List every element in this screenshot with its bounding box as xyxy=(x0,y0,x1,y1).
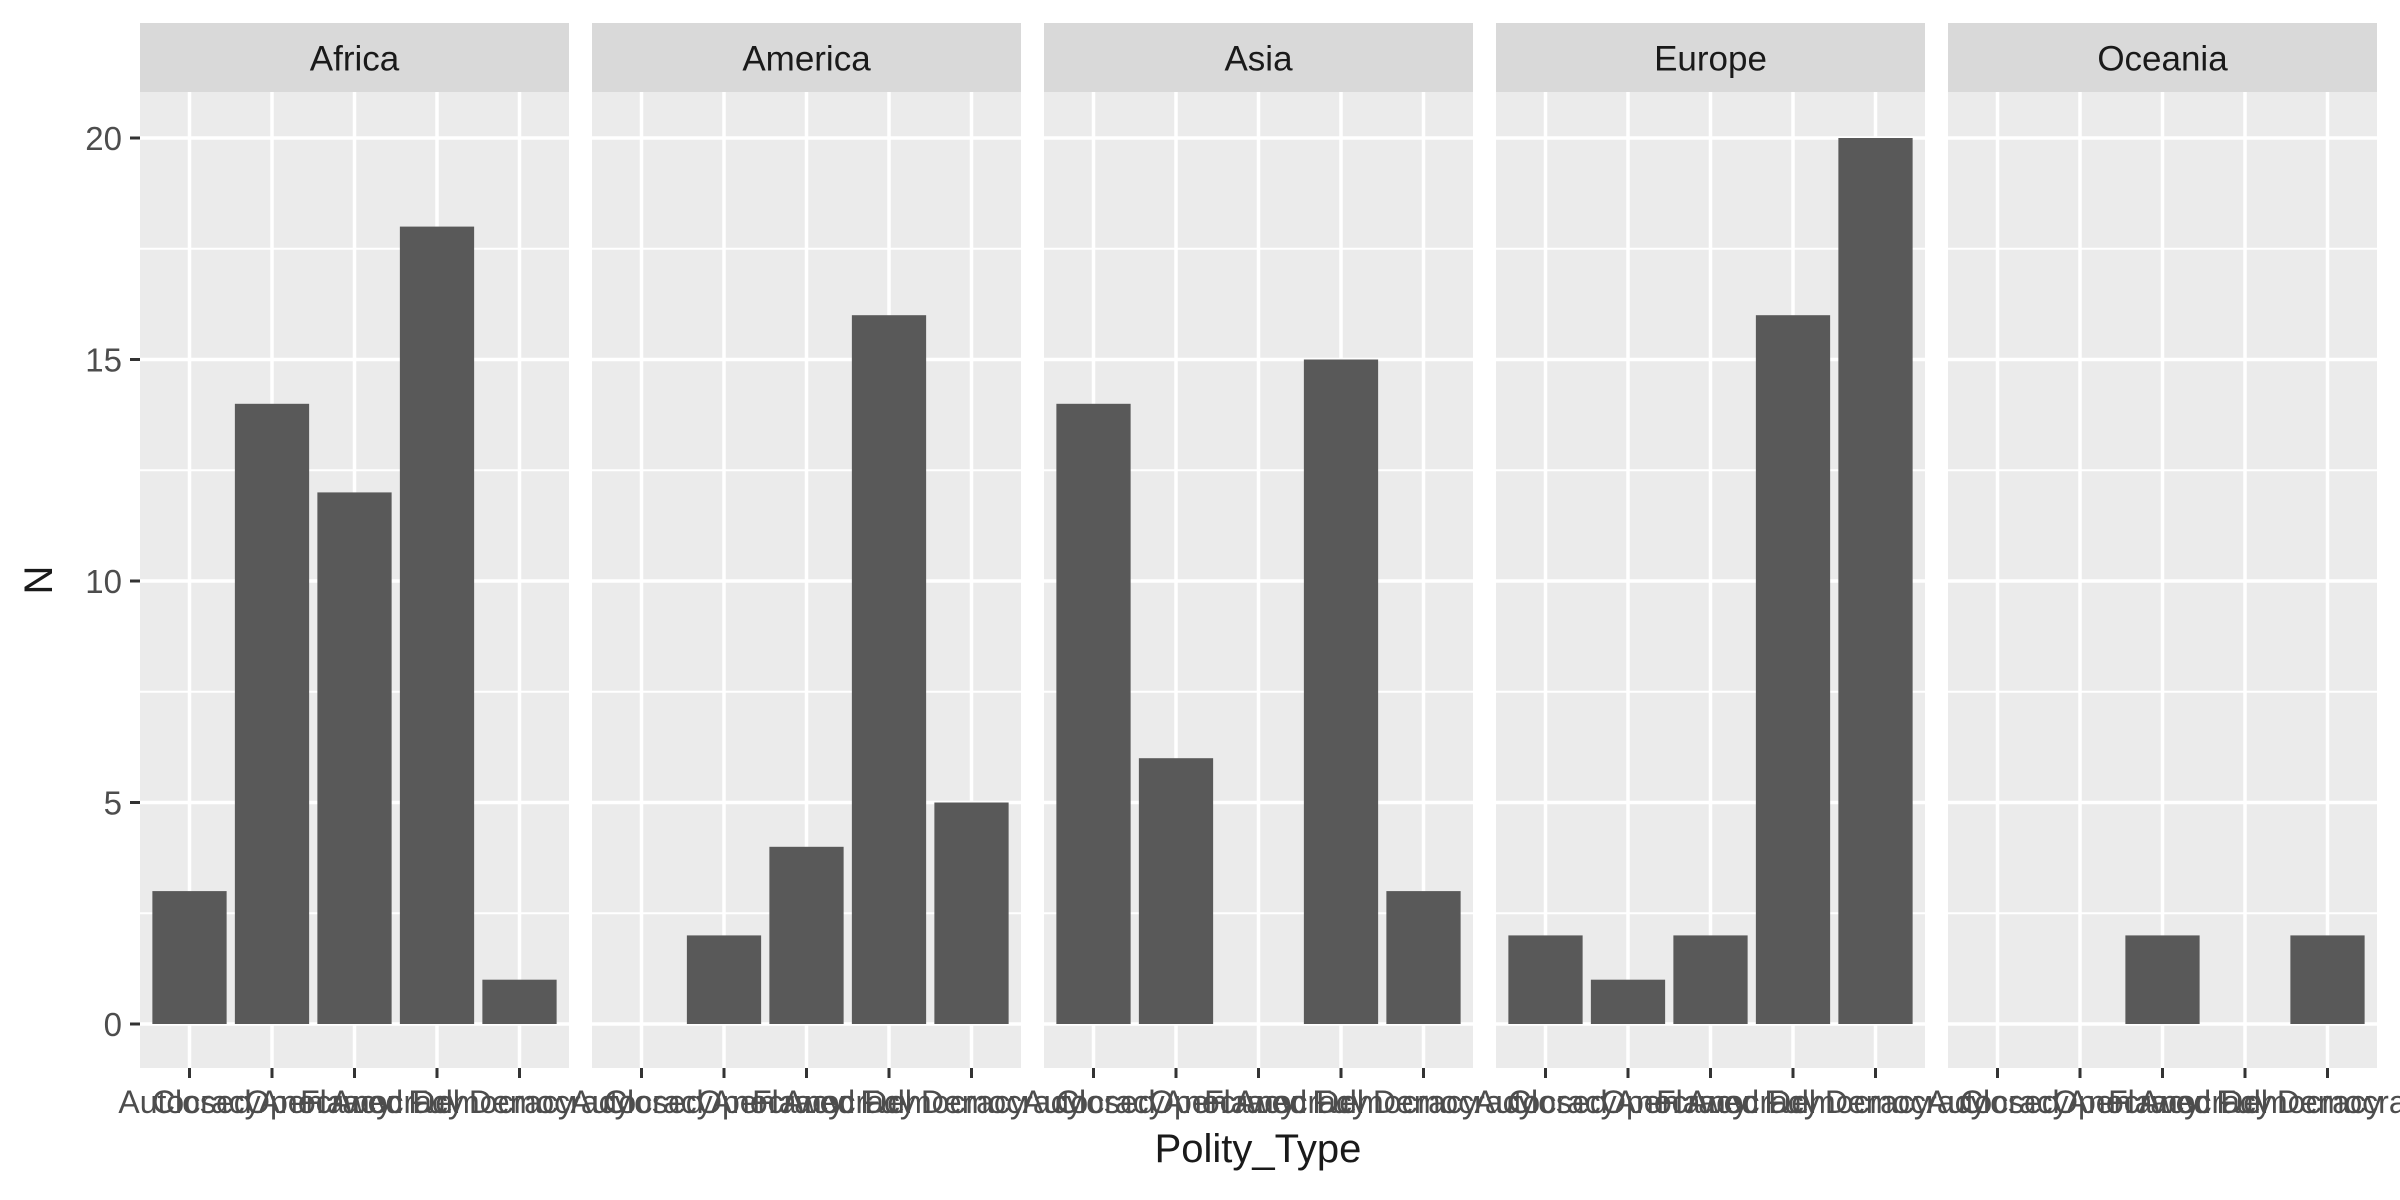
facet-strip-label: Asia xyxy=(1224,40,1293,79)
bar-asia-0 xyxy=(1056,403,1131,1024)
x-tick-label: Full Democracy xyxy=(1312,1084,1534,1120)
x-tick-label: Full Democracy xyxy=(408,1084,630,1120)
facet-strip-label: Africa xyxy=(310,40,400,79)
y-axis: 0 5 10 15 20 xyxy=(85,120,140,1043)
bar-europe-0 xyxy=(1508,935,1583,1024)
y-axis-title: N xyxy=(17,566,61,595)
facet-strip xyxy=(592,23,1021,92)
x-tick-label: Open Anocracy xyxy=(245,1084,464,1120)
y-tick-label: 0 xyxy=(104,1006,122,1043)
x-tick-label: Autocracy xyxy=(1474,1084,1616,1120)
bar-africa-3 xyxy=(399,226,475,1025)
bar-oceania-4 xyxy=(2290,935,2365,1024)
bar-europe-4 xyxy=(1838,138,1913,1024)
x-tick-label: Open Anocracy xyxy=(1601,1084,1820,1120)
x-tick-label: Flawed Democracy xyxy=(300,1084,574,1120)
x-tick-label: Closed Anocracy xyxy=(604,1084,844,1120)
x-tick-label: Closed Anocracy xyxy=(1056,1084,1296,1120)
bar-africa-0 xyxy=(152,891,227,1024)
bar-africa-2 xyxy=(317,492,392,1024)
bar-america-3 xyxy=(851,315,927,1024)
bar-europe-1 xyxy=(1590,979,1666,1024)
bar-america-4 xyxy=(934,802,1009,1024)
bar-europe-3 xyxy=(1755,315,1831,1024)
y-tick-label: 10 xyxy=(85,563,122,600)
bar-america-2 xyxy=(769,846,844,1024)
bar-america-1 xyxy=(686,935,762,1024)
y-tick-label: 15 xyxy=(85,342,122,379)
x-tick-label: Closed Anocracy xyxy=(1960,1084,2200,1120)
x-tick-label: Closed Anocracy xyxy=(1508,1084,1748,1120)
facet-strip-label: Oceania xyxy=(2097,40,2228,79)
bar-oceania-2 xyxy=(2125,935,2200,1024)
bar-africa-1 xyxy=(234,403,310,1024)
x-tick-label: Flawed Democracy xyxy=(752,1084,1026,1120)
bar-europe-2 xyxy=(1673,935,1748,1024)
y-tick-label: 20 xyxy=(85,120,122,157)
x-tick-label: Flawed Democracy xyxy=(1204,1084,1478,1120)
facet-strip xyxy=(140,23,569,92)
x-tick-label: Flawed Democracy xyxy=(2108,1084,2382,1120)
x-tick-label: Autocracy xyxy=(1926,1084,2068,1120)
bar-asia-4 xyxy=(1386,891,1461,1024)
bar-asia-3 xyxy=(1303,359,1379,1024)
facet-strip xyxy=(1948,23,2377,92)
x-tick-label: Full Democracy xyxy=(1764,1084,1986,1120)
x-tick-label: Autocracy xyxy=(570,1084,712,1120)
x-tick-label: Open Anocracy xyxy=(697,1084,916,1120)
x-tick-label: Full Democracy xyxy=(2216,1084,2400,1120)
x-tick-label: Closed Anocracy xyxy=(152,1084,392,1120)
y-tick-label: 5 xyxy=(104,785,122,822)
x-tick-label: Open Anocracy xyxy=(1149,1084,1368,1120)
x-tick-label: Flawed Democracy xyxy=(1656,1084,1930,1120)
x-tick-label: Autocracy xyxy=(118,1084,260,1120)
x-tick-label: Open Anocracy xyxy=(2053,1084,2272,1120)
bar-asia-1 xyxy=(1138,758,1214,1024)
facet-strip-label: Europe xyxy=(1654,40,1767,79)
facet-strip xyxy=(1044,23,1473,92)
facet-strip-label: America xyxy=(742,40,871,79)
bar-africa-4 xyxy=(482,979,557,1024)
x-tick-label: Autocracy xyxy=(1022,1084,1164,1120)
facet-strip xyxy=(1496,23,1925,92)
x-axis-title: Polity_Type xyxy=(1155,1127,1362,1171)
x-tick-label: Full Democracy xyxy=(860,1084,1082,1120)
